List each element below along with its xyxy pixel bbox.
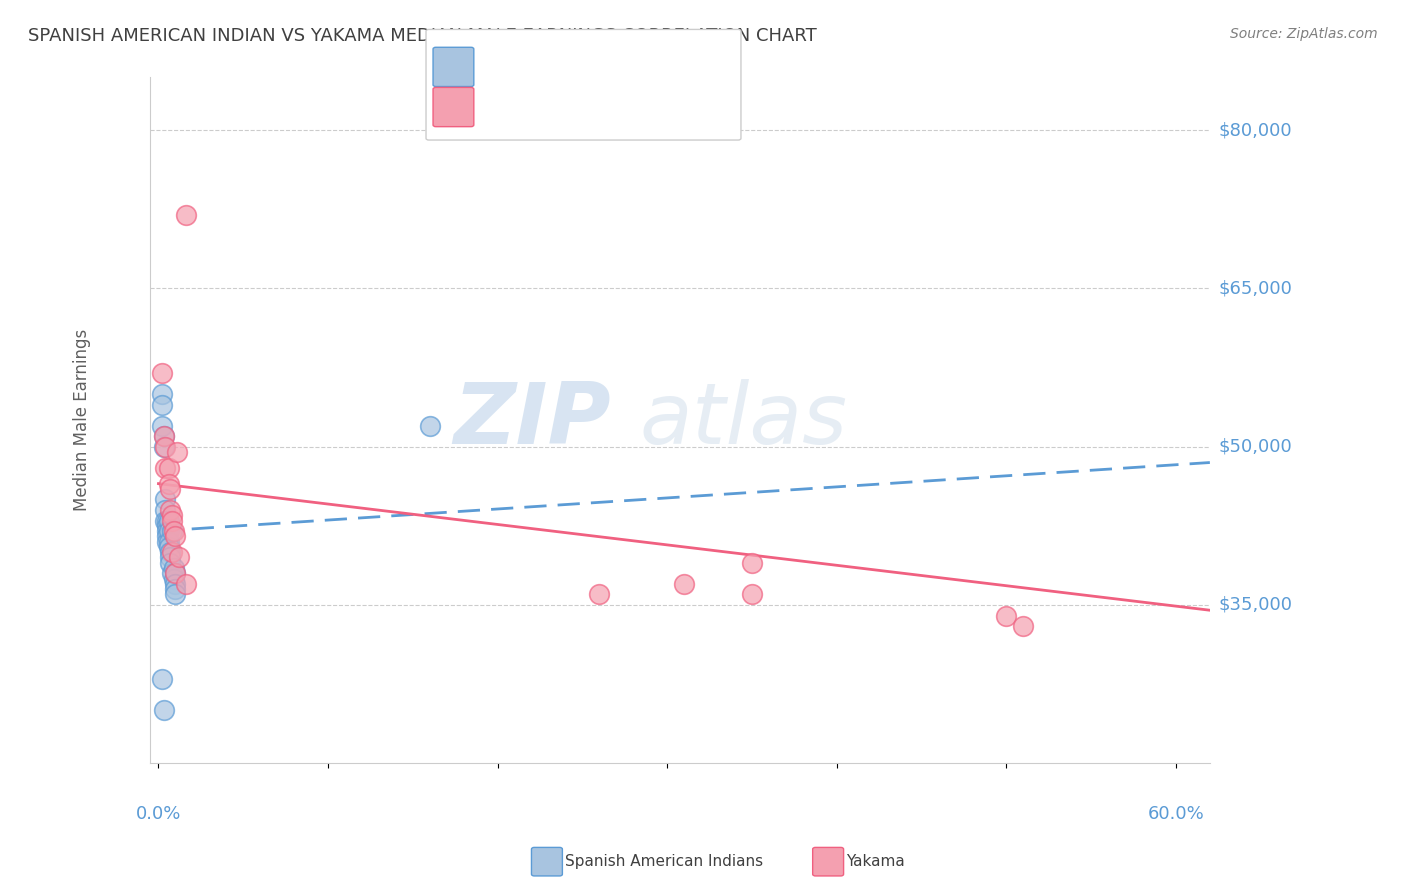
Point [155,514,177,528]
Point [150,366,173,380]
Point [165,577,187,591]
Point [165,582,187,596]
Point [165,529,187,543]
Point [152,429,174,443]
Point [156,529,179,543]
Text: R =  0.021   N = 34: R = 0.021 N = 34 [481,58,657,76]
Point [163,524,186,538]
Point [156,524,179,538]
Point [157,540,180,554]
Point [1012,619,1035,633]
Point [159,482,181,496]
Point [152,429,174,443]
Point [165,566,187,581]
Text: ZIP: ZIP [453,379,612,462]
Point [741,587,763,601]
Point [157,524,180,538]
Point [150,387,173,401]
Point [157,460,180,475]
Point [159,550,181,565]
Text: R = -0.318   N = 24: R = -0.318 N = 24 [481,98,658,116]
Point [174,577,197,591]
Point [673,577,696,591]
Point [155,503,177,517]
Point [159,556,181,570]
Point [160,545,183,559]
Point [588,587,610,601]
Point [157,476,180,491]
Text: Median Male Earnings: Median Male Earnings [73,329,91,511]
Text: $35,000: $35,000 [1219,596,1292,614]
Text: $80,000: $80,000 [1219,121,1292,139]
Point [150,397,173,411]
Point [155,460,177,475]
Point [152,862,174,876]
Point [167,550,190,565]
Point [157,514,180,528]
Point [995,608,1018,623]
Point [157,534,180,549]
Point [159,545,181,559]
Point [156,534,179,549]
Point [156,518,179,533]
Point [150,672,173,686]
Point [419,418,441,433]
Point [156,514,179,528]
Point [174,208,197,222]
Point [160,566,183,581]
Point [163,572,186,586]
Text: SPANISH AMERICAN INDIAN VS YAKAMA MEDIAN MALE EARNINGS CORRELATION CHART: SPANISH AMERICAN INDIAN VS YAKAMA MEDIAN… [28,27,817,45]
Text: atlas: atlas [640,379,848,462]
Text: $65,000: $65,000 [1219,279,1292,297]
Point [150,418,173,433]
Point [165,566,187,581]
Point [166,445,188,459]
Text: Yakama: Yakama [846,855,905,869]
Text: $50,000: $50,000 [1219,438,1292,456]
Point [152,703,174,717]
Text: 60.0%: 60.0% [1147,805,1205,823]
Text: 0.0%: 0.0% [136,805,181,823]
Point [741,556,763,570]
Point [165,587,187,601]
Point [152,440,174,454]
Point [163,561,186,575]
Text: Source: ZipAtlas.com: Source: ZipAtlas.com [1230,27,1378,41]
Point [160,524,183,538]
Point [160,508,183,523]
Point [155,492,177,507]
Point [155,440,177,454]
Point [160,514,183,528]
Point [159,503,181,517]
Text: Spanish American Indians: Spanish American Indians [565,855,763,869]
